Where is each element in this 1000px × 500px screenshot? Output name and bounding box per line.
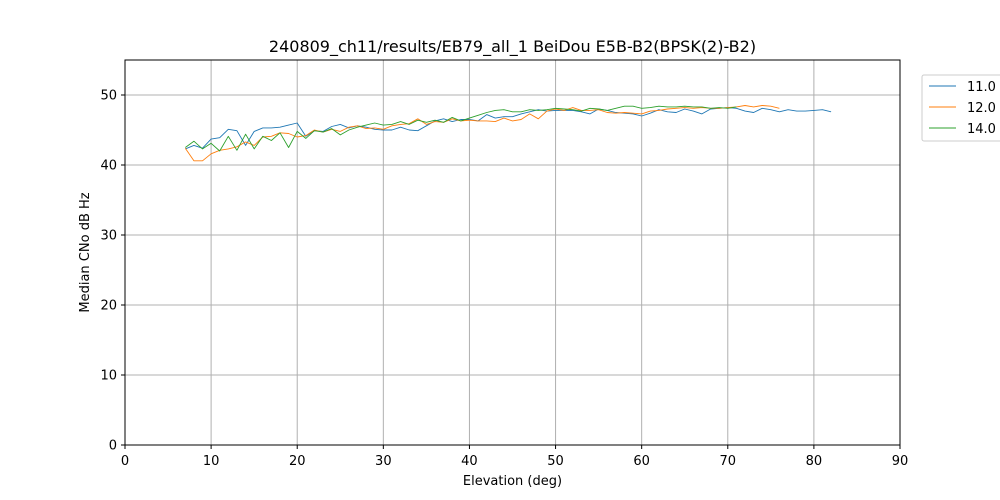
axis-ticks: 0 10 20 30 40 50 60 70 80 90 0 10 20 30 40 50 (100, 89, 908, 470)
grid (124, 60, 901, 446)
y-tick-label: 0 (109, 439, 117, 454)
series-lines (184, 105, 832, 162)
plot-area-frame (124, 59, 901, 446)
chart-title: 240809_ch11/results/EB79_all_1 BeiDou E5… (269, 37, 756, 57)
x-tick-label: 10 (203, 454, 220, 469)
x-tick-label: 40 (461, 454, 478, 469)
legend-label: 11.0 (967, 80, 996, 95)
x-tick-label: 0 (121, 454, 129, 469)
y-axis-label: Median CNo dB Hz (78, 192, 93, 312)
series-line-12-0 (184, 105, 780, 162)
x-tick-label: 80 (806, 454, 823, 469)
x-tick-label: 20 (289, 454, 306, 469)
legend-box (921, 74, 1000, 142)
legend-label: 12.0 (967, 101, 996, 116)
y-tick-label: 50 (100, 89, 117, 104)
x-tick-label: 30 (375, 454, 392, 469)
y-tick-label: 20 (100, 299, 117, 314)
y-tick-label: 10 (100, 369, 117, 384)
x-tick-label: 50 (547, 454, 564, 469)
series-line-14-0 (185, 105, 737, 152)
legend-label: 14.0 (967, 122, 996, 137)
y-tick-label: 40 (100, 159, 117, 174)
x-tick-label: 70 (720, 454, 737, 469)
legend: 11.0 12.0 14.0 (921, 74, 1000, 142)
x-tick-label: 90 (892, 454, 909, 469)
x-tick-label: 60 (633, 454, 650, 469)
y-tick-label: 30 (100, 229, 117, 244)
series-line-11-0 (185, 107, 832, 150)
x-axis-label: Elevation (deg) (463, 474, 562, 489)
